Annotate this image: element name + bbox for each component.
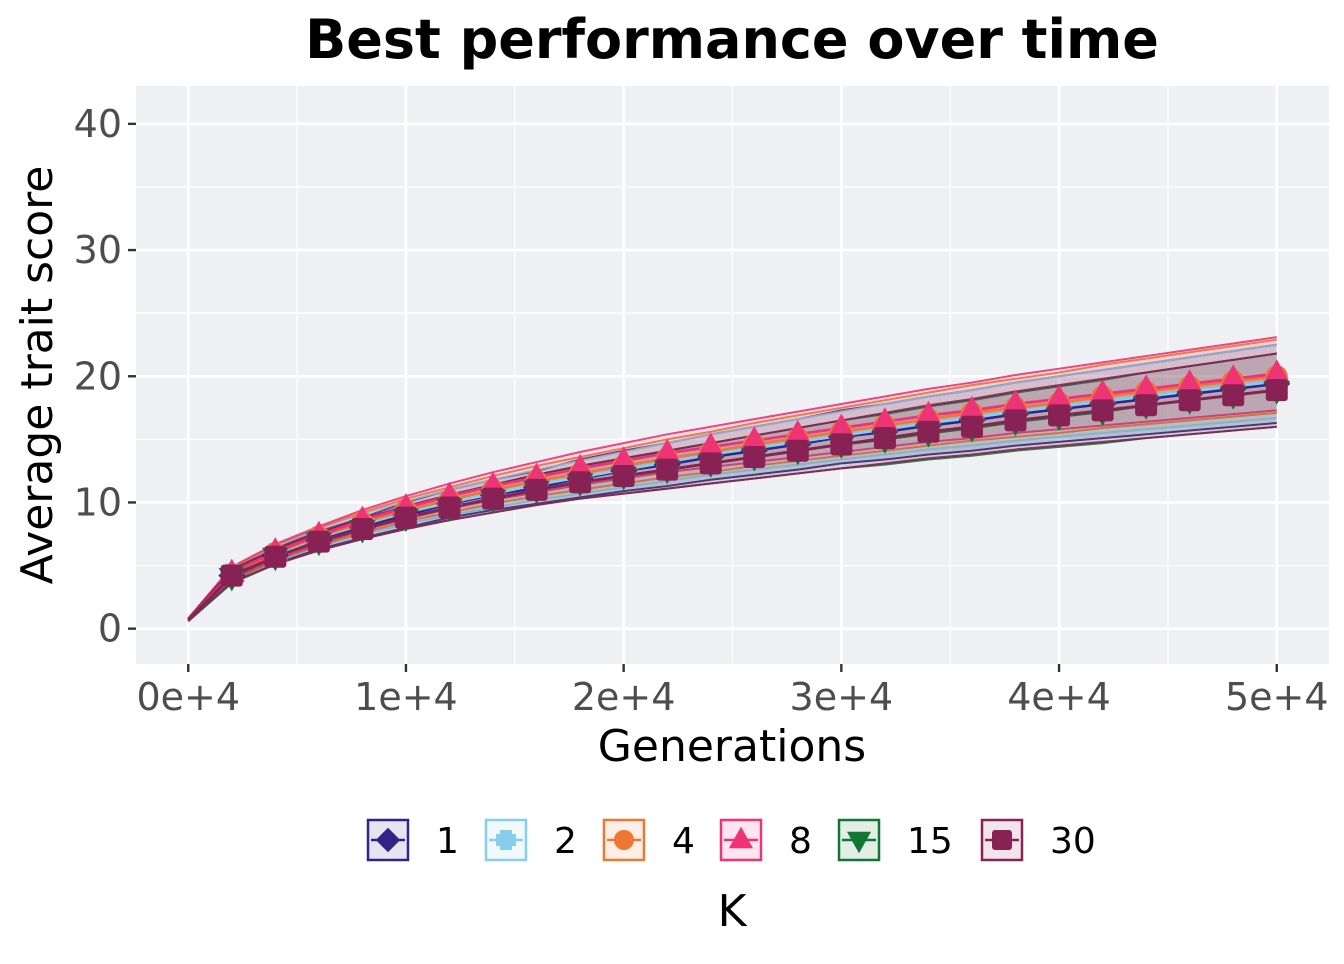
- axes: 0e+4 1e+4 2e+4 3e+4 4e+4 5e+4 0 10 20 30 40: [74, 102, 1329, 719]
- legend-item-8: 8: [719, 818, 812, 862]
- x-tick-label: 1e+4: [354, 675, 458, 719]
- legend-label: 30: [1050, 821, 1096, 862]
- data-point-30: [482, 487, 505, 510]
- ribbon-upper-2: [187, 343, 1277, 620]
- x-tick-label: 5e+4: [1225, 675, 1329, 719]
- ribbon-upper-8: [187, 336, 1277, 620]
- x-tick-label: 4e+4: [1007, 675, 1111, 719]
- y-tick-label: 30: [74, 228, 122, 272]
- x-tick-label: 0e+4: [136, 675, 240, 719]
- legend-item-2: 2: [484, 818, 577, 862]
- legend-key-marker: [375, 827, 401, 853]
- legend-key-marker: [992, 830, 1012, 850]
- data-point-30: [438, 496, 461, 519]
- legend-item-4: 4: [602, 818, 695, 862]
- data-point-30: [917, 420, 940, 443]
- legend-item-1: 1: [366, 818, 459, 862]
- legend-key-marker: [728, 826, 754, 849]
- legend-label: 4: [672, 821, 695, 862]
- data-point-30: [394, 506, 417, 529]
- data-point-30: [1048, 404, 1071, 427]
- y-tick-label: 20: [74, 354, 122, 398]
- legend-label: 2: [554, 821, 577, 862]
- y-tick-label: 10: [74, 480, 122, 524]
- legend-key-marker: [846, 831, 872, 854]
- ribbon-upper-4: [187, 338, 1277, 620]
- legend-label: 1: [436, 821, 459, 862]
- x-axis-title: Generations: [598, 721, 866, 772]
- chart-title: Best performance over time: [305, 8, 1159, 71]
- data-point-30: [525, 478, 548, 501]
- data-point-30: [699, 452, 722, 475]
- data-point-30: [264, 545, 287, 568]
- data-point-30: [1178, 389, 1201, 412]
- legend-key-marker: [496, 830, 516, 850]
- data-point-30: [569, 471, 592, 494]
- y-tick-label: 0: [98, 607, 122, 651]
- legend-item-15: 15: [837, 818, 953, 862]
- legend-item-30: 30: [980, 818, 1096, 862]
- legend-label: 8: [789, 821, 812, 862]
- data-point-30: [220, 564, 243, 587]
- legend-label: 15: [907, 821, 953, 862]
- data-point-30: [1004, 409, 1027, 432]
- y-axis-title: Average trait score: [12, 166, 63, 585]
- data-point-30: [830, 433, 853, 456]
- data-point-30: [612, 464, 635, 487]
- data-point-30: [656, 458, 679, 481]
- y-tick-label: 40: [74, 102, 122, 146]
- data-point-30: [960, 415, 983, 438]
- data-point-30: [786, 439, 809, 462]
- data-point-30: [351, 517, 374, 540]
- data-point-30: [1265, 379, 1288, 402]
- legend-title: K: [718, 886, 748, 937]
- x-tick-label: 3e+4: [790, 675, 894, 719]
- data-point-30: [1091, 399, 1114, 422]
- data-point-30: [743, 446, 766, 469]
- data-point-30: [307, 530, 330, 553]
- series-markers: [218, 359, 1291, 592]
- data-point-30: [1135, 394, 1158, 417]
- data-point-30: [1222, 384, 1245, 407]
- legend: 1 2 4 8 15 30: [366, 818, 1096, 862]
- legend-key-marker: [614, 830, 634, 850]
- data-point-30: [873, 427, 896, 450]
- x-tick-label: 2e+4: [572, 675, 676, 719]
